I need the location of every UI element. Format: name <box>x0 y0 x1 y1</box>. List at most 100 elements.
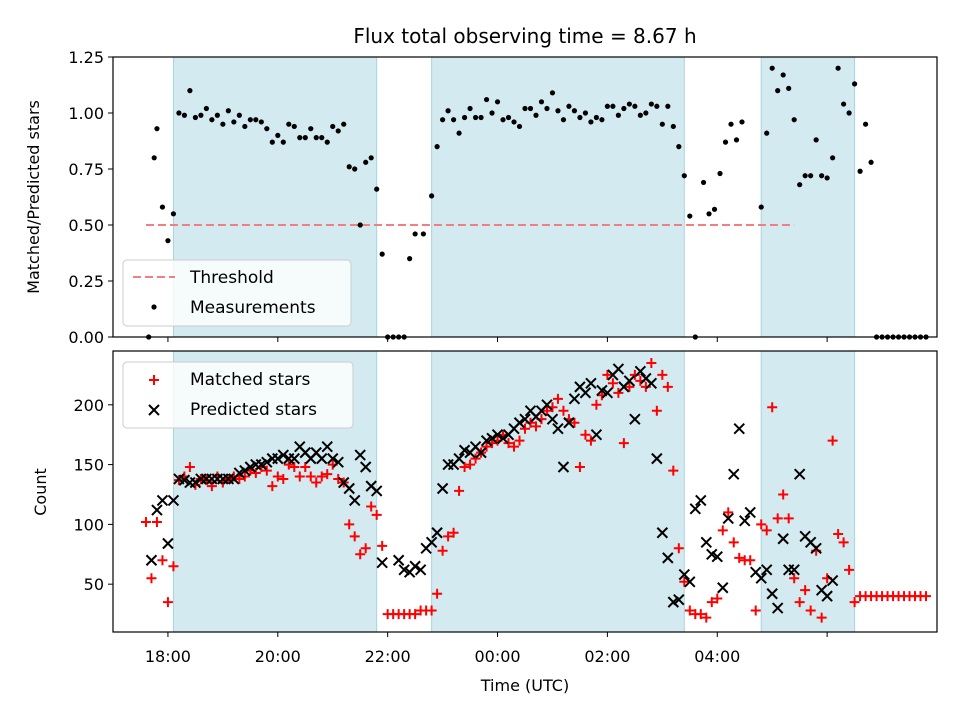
top-legend: Threshold Measurements <box>122 259 352 327</box>
predicted-stars-point <box>272 452 284 465</box>
matched-stars-point <box>443 531 454 542</box>
matched-stars-point <box>805 605 816 616</box>
x-tick-label: 00:00 <box>474 647 520 666</box>
predicted-stars-point <box>354 449 366 461</box>
measurement-point <box>857 168 863 174</box>
matched-stars-point <box>750 605 761 616</box>
matched-stars-point <box>833 528 844 539</box>
measurement-point <box>692 334 698 340</box>
top-y-axis: 0.00 0.25 0.50 0.75 1.00 1.25 <box>68 48 113 347</box>
x-tick-label: 22:00 <box>365 647 411 666</box>
measurement-point <box>220 121 226 127</box>
measurement-point <box>830 155 836 161</box>
top-y-tick-label: 0.00 <box>68 328 104 347</box>
predicted-stars-point <box>728 468 740 480</box>
measurement-point <box>665 103 671 109</box>
predicted-stars-series <box>145 363 839 614</box>
matched-stars-point <box>151 516 162 527</box>
top-x-ticks <box>167 337 828 342</box>
predicted-stars-point <box>623 375 636 387</box>
predicted-stars-legend-label: Predicted stars <box>190 400 317 420</box>
measurement-point <box>775 88 781 94</box>
measurement-point <box>214 112 220 118</box>
matched-stars-point <box>668 465 679 476</box>
predicted-stars-point <box>673 594 685 606</box>
measurement-point <box>401 334 407 340</box>
predicted-stars-legend-marker <box>148 404 160 416</box>
bottom-y-tick-label: 100 <box>73 515 104 534</box>
measurement-point <box>181 112 188 118</box>
predicted-stars-point <box>601 387 614 399</box>
matched-stars-point <box>662 381 673 392</box>
measurements-legend-swatch <box>151 304 157 310</box>
measurement-point <box>434 144 440 150</box>
matched-stars-point <box>448 527 459 538</box>
predicted-stars-point <box>431 527 443 539</box>
predicted-stars-point <box>348 494 361 507</box>
measurement-point <box>895 334 902 340</box>
matched-stars-point <box>684 605 695 616</box>
bottom-axes-frame <box>112 350 938 633</box>
measurement-point <box>728 121 734 127</box>
matched-stars-point <box>470 453 481 464</box>
matched-stars-point <box>838 537 849 548</box>
matched-stars-point <box>767 402 778 413</box>
measurement-point <box>533 112 539 118</box>
matched-stars-point <box>355 549 366 560</box>
measurement-point <box>511 119 517 125</box>
predicted-stars-point <box>563 417 575 429</box>
measurement-point <box>319 135 325 141</box>
predicted-stars-point <box>546 413 559 425</box>
matched-stars-point <box>481 441 492 452</box>
measurement-point <box>341 121 347 127</box>
measurement-point <box>489 110 495 116</box>
predicted-stars-point <box>359 461 372 473</box>
x-axis-label: Time (UTC) <box>480 676 569 695</box>
matched-stars-point <box>360 543 371 554</box>
measurement-point <box>390 334 396 340</box>
measurement-point <box>264 126 270 132</box>
matched-stars-point <box>849 597 860 608</box>
top-y-tick-label: 0.75 <box>68 160 104 179</box>
measurement-point <box>687 213 693 219</box>
matched-stars-point <box>712 593 723 604</box>
predicted-stars-point <box>343 482 355 495</box>
matched-stars-point <box>800 585 811 596</box>
matched-stars-point <box>514 435 525 446</box>
matched-stars-point <box>157 555 168 566</box>
predicted-stars-point <box>662 552 674 564</box>
top-axes-frame <box>112 56 938 338</box>
matched-stars-point <box>745 555 756 566</box>
measurement-point <box>538 99 545 105</box>
measurement-point <box>769 65 775 71</box>
measurement-point <box>544 105 550 112</box>
measurement-point <box>643 110 649 116</box>
measurement-point <box>516 123 523 130</box>
matched-stars-point <box>717 525 728 536</box>
matched-stars-point <box>366 501 377 512</box>
predicted-stars-point <box>612 363 625 375</box>
predicted-stars-point <box>579 387 592 399</box>
bottom-x-axis: 18:00 20:00 22:00 00:00 02:00 04:00 <box>145 632 828 666</box>
matched-stars-point <box>673 543 684 554</box>
measurement-point <box>527 105 534 112</box>
observing-window-band <box>431 56 685 338</box>
predicted-stars-point <box>332 456 344 468</box>
measurement-point <box>593 114 600 121</box>
measurement-point <box>225 108 231 114</box>
matched-stars-point <box>377 540 388 551</box>
measurement-point <box>280 139 286 145</box>
matched-stars-point <box>465 459 476 470</box>
measurement-point <box>275 132 281 138</box>
measurement-point <box>363 159 369 165</box>
predicted-stars-point <box>239 464 251 477</box>
matched-stars-legend-label: Matched stars <box>190 370 310 390</box>
predicted-stars-point <box>497 432 509 444</box>
matched-stars-point <box>333 473 344 484</box>
measurement-point <box>791 117 797 123</box>
matched-stars-point <box>300 461 311 472</box>
predicted-stars-point <box>590 428 603 441</box>
matched-stars-point <box>261 465 272 476</box>
measurement-point <box>884 334 891 340</box>
matched-stars-point <box>607 378 618 389</box>
